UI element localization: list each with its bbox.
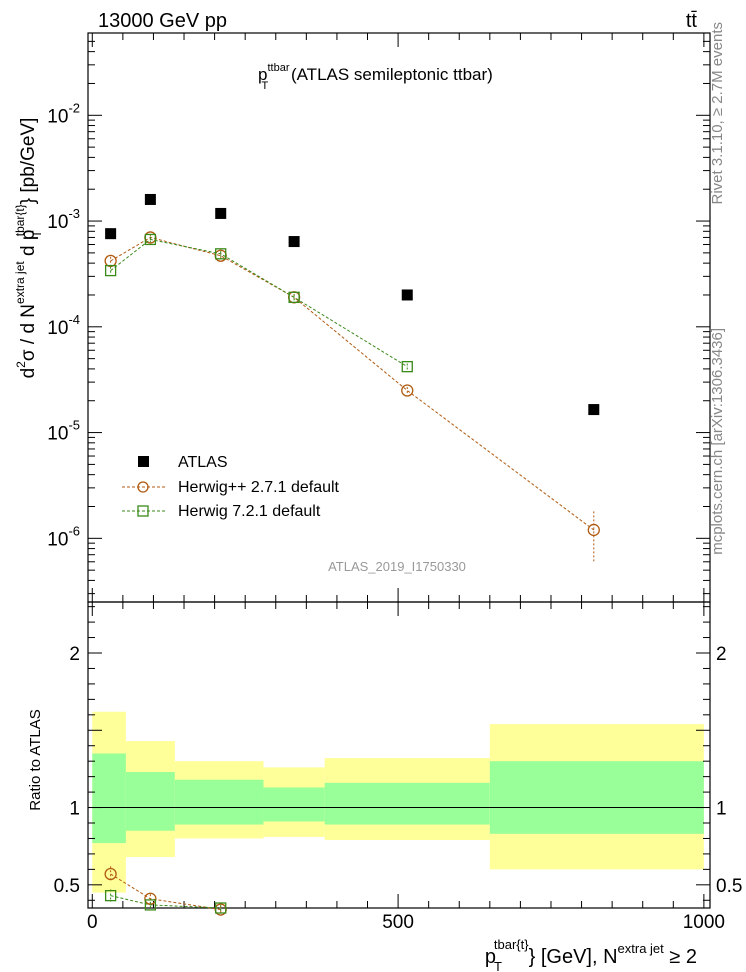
- analysis-watermark: ATLAS_2019_I1750330: [328, 559, 466, 574]
- main-chart-marks: 10-6 10-5 10-4 10-3 10-2: [47, 32, 711, 603]
- legend-entry-herwigpp: Herwig++ 2.7.1 default: [122, 479, 340, 496]
- energy-label: 13000 GeV pp: [98, 10, 227, 32]
- main-point-0-3: [288, 236, 300, 248]
- ratio-band-inner-1: [125, 772, 175, 831]
- ratio-point-0-1: [144, 892, 157, 905]
- legend-marker-herwig7: [137, 505, 149, 517]
- ratio-chart-marks: 0 500 1000 0.5 0.5 1 1 2 2: [54, 601, 742, 933]
- legend-marker-atlas: [138, 456, 149, 467]
- legend-entry-atlas: ATLAS: [138, 454, 228, 471]
- ratio-point-1-0: [104, 889, 117, 902]
- main-y-axis-label: d2σ / d Nextra jet d pTtbar{t}} [pb/GeV]: [13, 118, 44, 379]
- main-point-0-5: [588, 404, 600, 416]
- legend-entry-herwig7: Herwig 7.2.1 default: [122, 503, 321, 520]
- ratio-y-tick-label-left-0: 0.5: [54, 876, 80, 897]
- main-point-0-2: [215, 207, 227, 219]
- plot-title-sub: T: [261, 80, 268, 92]
- ratio-y-tick-label-left-2: 2: [69, 644, 80, 665]
- main-point-2-2: [215, 248, 227, 260]
- main-y-tick-label-1: 10-5: [47, 418, 80, 445]
- ratio-y-tick-label-right-0: 0.5: [716, 876, 742, 897]
- main-y-tick-label-4: 10-2: [47, 100, 80, 127]
- ratio-point-1-1: [144, 899, 157, 911]
- ratio-band-inner-5: [489, 761, 704, 834]
- plot-title: pttbar T (ATLAS semileptonic ttbar): [258, 62, 493, 92]
- plot-title-main: p: [258, 65, 267, 84]
- ratio-x-tick-label-2: 1000: [683, 912, 725, 933]
- ratio-y-tick-label-right-2: 2: [716, 644, 727, 665]
- main-series-line-1: [110, 236, 595, 531]
- side-label-top: Rivet 3.1.10, ≥ 2.7M events: [709, 22, 726, 205]
- ratio-band-inner-0: [92, 753, 126, 844]
- main-point-1-4: [401, 384, 414, 397]
- main-panel: 10-6 10-5 10-4 10-3 10-2 pttbar T (ATLAS semi…: [13, 32, 711, 603]
- main-point-0-1: [144, 193, 156, 205]
- ratio-y-tick-label-left-1: 1: [69, 799, 80, 820]
- legend-label-herwig7: Herwig 7.2.1 default: [178, 503, 321, 520]
- main-point-2-4: [401, 361, 413, 373]
- ratio-x-tick-label-1: 500: [382, 912, 414, 933]
- plot-title-sup: ttbar: [267, 62, 289, 74]
- main-point-2-0: [104, 264, 117, 277]
- main-y-tick-label-0: 10-6: [47, 523, 80, 550]
- main-point-2-1: [144, 233, 157, 246]
- plot-title-rest: (ATLAS semileptonic ttbar): [286, 65, 493, 84]
- ratio-y-tick-label-right-1: 1: [716, 799, 727, 820]
- main-y-tick-label-3: 10-3: [47, 206, 80, 233]
- main-series-line-2: [110, 238, 408, 368]
- legend-marker-herwigpp: [137, 481, 149, 493]
- ratio-x-axis-label: pTtbar{t}} [GeV], Nextra jet ≥ 2: [485, 937, 697, 972]
- legend-label-atlas: ATLAS: [178, 454, 228, 471]
- process-label: tt̄: [686, 10, 698, 32]
- main-point-0-4: [401, 289, 413, 301]
- main-point-0-0: [105, 228, 117, 240]
- ratio-band-inner-3: [263, 787, 325, 822]
- ratio-band-inner-2: [174, 779, 264, 825]
- ratio-series-line-1: [110, 895, 221, 909]
- side-label-bottom: mcplots.cern.ch [arXiv:1306.3436]: [709, 328, 726, 555]
- legend-label-herwigpp: Herwig++ 2.7.1 default: [178, 479, 340, 496]
- ratio-point-1-2: [215, 902, 227, 914]
- ratio-panel: 0 500 1000 0.5 0.5 1 1 2 2 Ratio to ATLAS pTtbar…: [27, 601, 742, 972]
- ratio-series-line-0: [110, 873, 221, 911]
- ratio-band-inner-4: [324, 782, 490, 825]
- main-point-1-0: [104, 254, 117, 268]
- ratio-x-tick-label-0: 0: [87, 912, 98, 933]
- ratio-point-0-0: [104, 867, 117, 881]
- main-point-2-3: [288, 291, 300, 303]
- ratio-y-axis-label: Ratio to ATLAS: [27, 709, 44, 810]
- ratio-frame: [87, 601, 711, 909]
- main-point-1-5: [587, 523, 600, 537]
- legend: ATLAS Herwig++ 2.7.1 default Herwig 7.2.…: [122, 454, 340, 520]
- main-y-tick-label-2: 10-4: [47, 312, 80, 339]
